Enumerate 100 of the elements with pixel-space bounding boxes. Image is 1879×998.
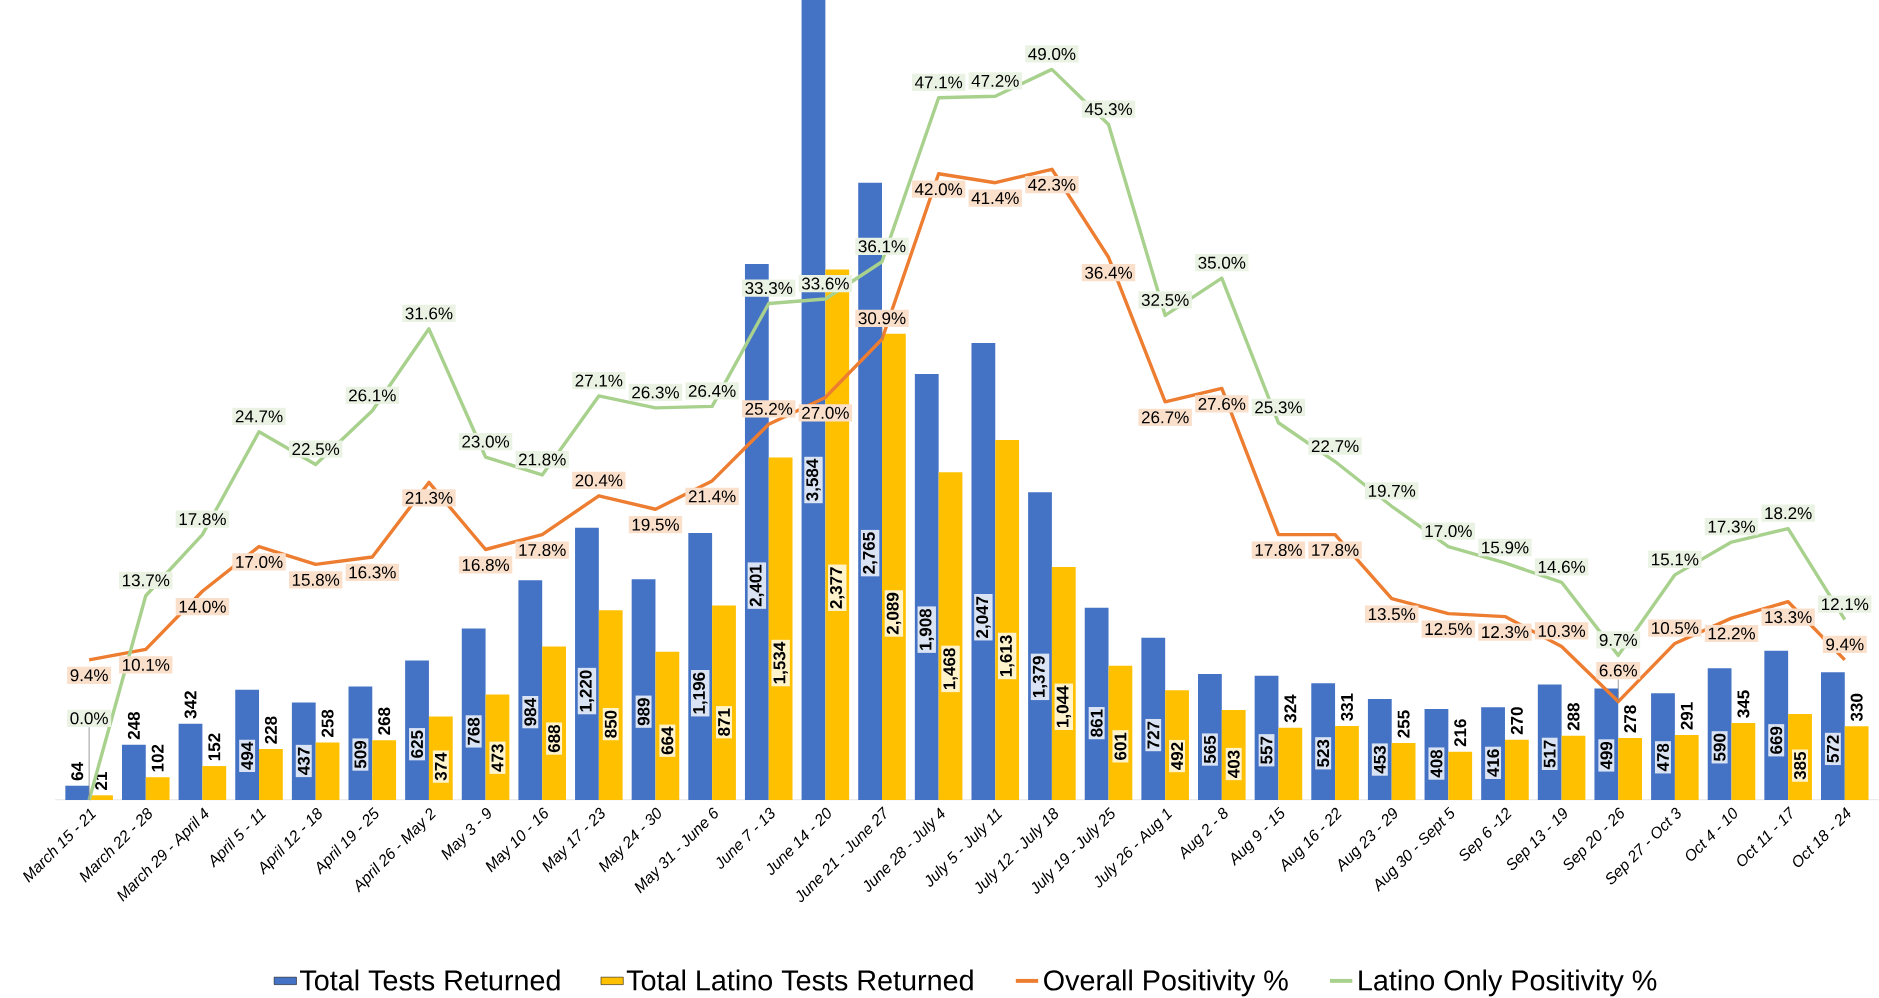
data-label: 270 bbox=[1510, 707, 1523, 735]
data-label: 31.6% bbox=[405, 307, 453, 320]
data-label: 664 bbox=[661, 726, 674, 755]
data-label: 25.2% bbox=[745, 403, 793, 416]
data-label: 453 bbox=[1373, 746, 1386, 774]
data-label: 385 bbox=[1794, 752, 1807, 780]
data-label: 984 bbox=[524, 698, 537, 726]
bar bbox=[1141, 637, 1166, 801]
data-label: 2,765 bbox=[862, 532, 878, 575]
bar bbox=[315, 742, 340, 801]
data-label: 17.0% bbox=[1425, 525, 1472, 538]
bar bbox=[1674, 735, 1699, 801]
bar bbox=[121, 744, 146, 801]
data-label: 41.4% bbox=[971, 192, 1019, 205]
bar bbox=[1084, 608, 1109, 801]
data-label: 291 bbox=[1680, 702, 1693, 730]
data-label: 23.0% bbox=[462, 435, 510, 448]
bar bbox=[1051, 567, 1076, 801]
bar bbox=[1028, 492, 1052, 801]
legend-label: Total Latino Tests Returned bbox=[626, 969, 973, 991]
bar bbox=[631, 579, 656, 801]
data-label: 13.5% bbox=[1368, 608, 1416, 621]
data-label: 20.4% bbox=[575, 474, 623, 487]
x-tick-label: Oct 18 - 24 bbox=[1793, 807, 1851, 868]
bar bbox=[882, 333, 906, 801]
bar bbox=[1391, 743, 1416, 801]
data-label: 13.7% bbox=[122, 574, 170, 587]
data-label: 36.1% bbox=[858, 240, 906, 253]
data-label: 9.7% bbox=[1599, 634, 1638, 647]
data-label: 416 bbox=[1487, 749, 1500, 777]
data-label: 9.4% bbox=[70, 669, 108, 682]
data-label: 557 bbox=[1260, 737, 1273, 765]
bar bbox=[995, 440, 1020, 801]
data-label: 330 bbox=[1850, 694, 1863, 722]
data-label: 47.2% bbox=[971, 75, 1019, 88]
data-label: 47.1% bbox=[914, 76, 963, 89]
data-label: 15.8% bbox=[292, 574, 340, 587]
data-label: 494 bbox=[241, 742, 254, 771]
data-label: 1,196 bbox=[692, 672, 708, 714]
data-label: 1,379 bbox=[1032, 656, 1048, 698]
bar bbox=[1618, 738, 1643, 801]
data-label: 517 bbox=[1543, 740, 1556, 768]
data-label: 19.5% bbox=[632, 518, 679, 531]
data-label: 2,401 bbox=[749, 565, 765, 607]
data-label: 590 bbox=[1713, 734, 1726, 762]
data-label: 42.3% bbox=[1028, 178, 1076, 191]
data-label: 2,047 bbox=[976, 596, 991, 639]
data-label: 14.6% bbox=[1538, 561, 1586, 574]
data-label: 30.9% bbox=[858, 312, 906, 325]
bar bbox=[542, 646, 566, 801]
data-label: 35.0% bbox=[1198, 256, 1246, 269]
data-label: 499 bbox=[1600, 742, 1613, 770]
data-label: 17.8% bbox=[1255, 544, 1302, 557]
data-label: 12.3% bbox=[1482, 626, 1529, 639]
data-label: 12.1% bbox=[1821, 598, 1869, 611]
data-label: 216 bbox=[1454, 719, 1467, 747]
data-label: 473 bbox=[491, 744, 504, 772]
data-label: 2,089 bbox=[886, 593, 902, 635]
bar bbox=[518, 580, 543, 801]
data-label: 17.8% bbox=[179, 513, 226, 526]
data-label: 268 bbox=[378, 707, 391, 735]
legend-label: Latino Only Positivity % bbox=[1359, 969, 1657, 997]
data-label: 255 bbox=[1397, 710, 1410, 738]
data-label: 45.3% bbox=[1084, 103, 1133, 116]
data-label: 9.4% bbox=[1826, 638, 1864, 651]
data-label: 989 bbox=[637, 698, 650, 726]
data-label: 19.7% bbox=[1368, 485, 1416, 498]
data-label: 871 bbox=[717, 708, 731, 737]
data-label: 26.4% bbox=[688, 385, 736, 398]
data-label: 331 bbox=[1340, 693, 1353, 722]
bar bbox=[461, 628, 486, 801]
data-label: 861 bbox=[1090, 709, 1103, 737]
data-label: 152 bbox=[208, 733, 221, 761]
data-label: 688 bbox=[548, 725, 561, 753]
bar bbox=[372, 740, 397, 801]
bar bbox=[1448, 752, 1473, 801]
data-label: 25.3% bbox=[1255, 401, 1302, 414]
data-label: 727 bbox=[1147, 721, 1160, 749]
data-label: 437 bbox=[297, 747, 310, 776]
data-label: 26.3% bbox=[632, 386, 679, 399]
bar bbox=[1278, 727, 1303, 801]
data-label: 24.7% bbox=[235, 410, 283, 423]
data-label: 21.8% bbox=[518, 453, 566, 466]
data-label: 768 bbox=[467, 718, 480, 746]
data-label: 1,468 bbox=[943, 648, 958, 690]
data-label: 6.6% bbox=[1599, 664, 1638, 677]
legend-label: Overall Positivity % bbox=[1044, 969, 1288, 997]
bar bbox=[971, 343, 996, 801]
bar bbox=[405, 660, 429, 801]
bar bbox=[1764, 650, 1789, 801]
data-label: 1,044 bbox=[1056, 685, 1072, 728]
bar bbox=[598, 610, 623, 801]
data-label: 258 bbox=[321, 709, 334, 738]
data-label: 22.5% bbox=[292, 443, 340, 456]
data-label: 27.6% bbox=[1198, 398, 1246, 411]
bar bbox=[259, 749, 283, 801]
data-label: 523 bbox=[1317, 739, 1330, 768]
data-label: 15.9% bbox=[1482, 541, 1529, 554]
x-tick-label: Oct 4 - 10 bbox=[1685, 808, 1737, 862]
legend-label: Total Tests Returned bbox=[300, 969, 560, 991]
